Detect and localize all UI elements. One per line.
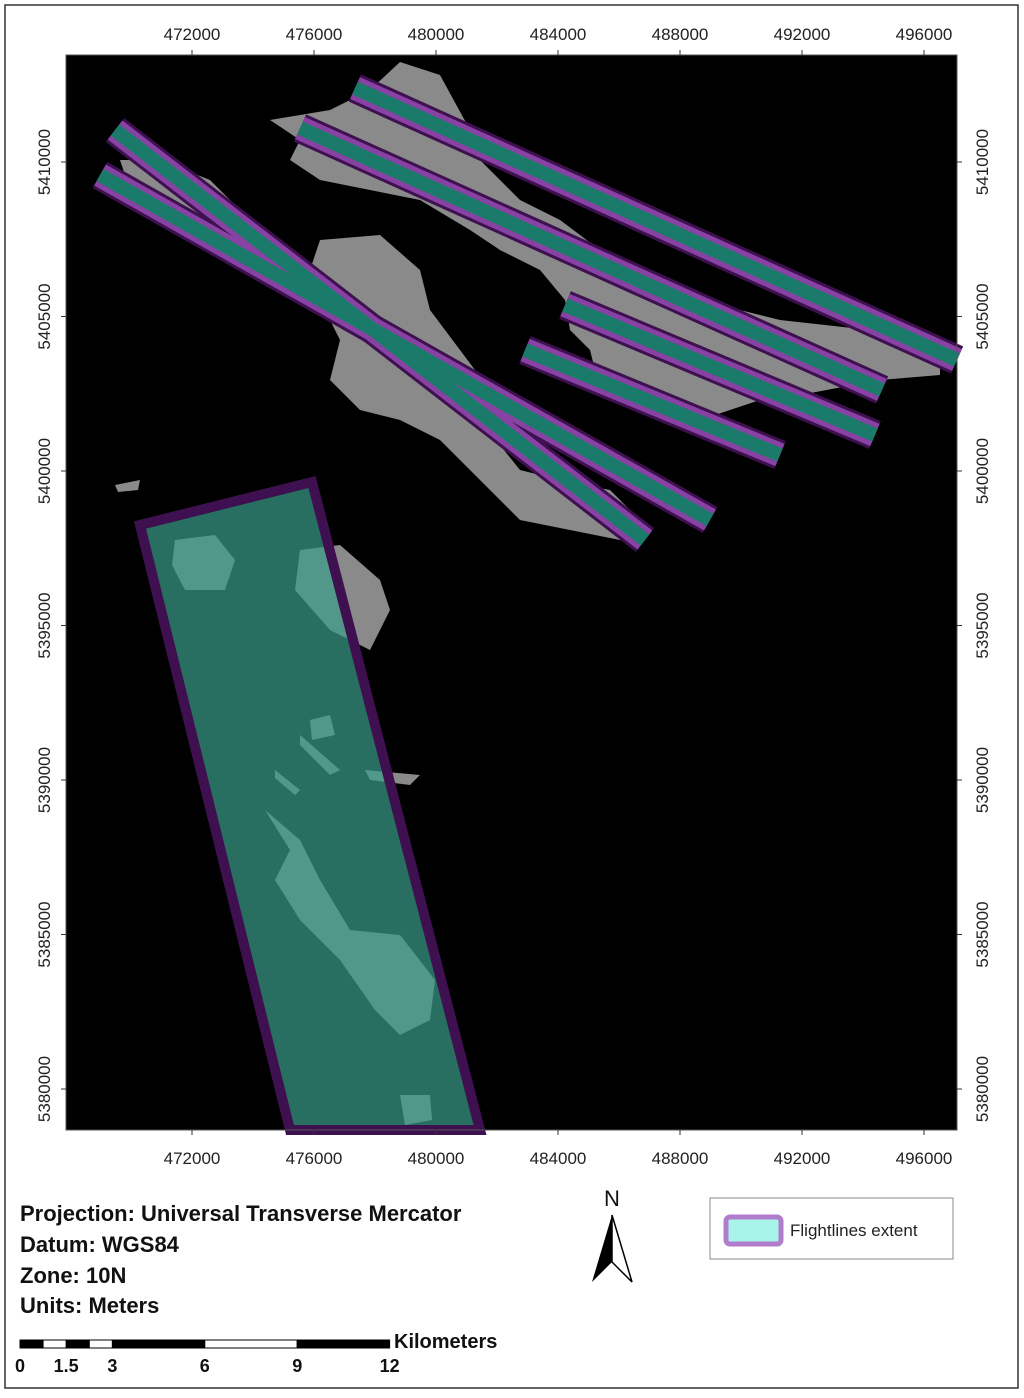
y-tick-label: 5405000 bbox=[35, 283, 54, 349]
scale-unit: Kilometers bbox=[394, 1331, 497, 1353]
y-tick-label: 5410000 bbox=[973, 129, 992, 195]
north-label: N bbox=[604, 1186, 620, 1211]
y-tick-label: 5390000 bbox=[973, 747, 992, 813]
scale-segment bbox=[88, 1339, 113, 1349]
datum: Datum: WGS84 bbox=[20, 1232, 180, 1257]
x-tick-label: 484000 bbox=[530, 25, 587, 44]
x-tick-label: 484000 bbox=[530, 1149, 587, 1168]
y-tick-label: 5400000 bbox=[973, 438, 992, 504]
x-tick-label: 480000 bbox=[408, 25, 465, 44]
y-tick-label: 5380000 bbox=[973, 1056, 992, 1122]
y-tick-label: 5405000 bbox=[973, 283, 992, 349]
x-tick-label: 496000 bbox=[896, 1149, 953, 1168]
map-frame-border bbox=[65, 54, 958, 1131]
y-tick-label: 5410000 bbox=[35, 129, 54, 195]
scale-label: 9 bbox=[292, 1356, 302, 1376]
legend-label: Flightlines extent bbox=[790, 1221, 918, 1240]
x-tick-label: 496000 bbox=[896, 25, 953, 44]
scale-segment bbox=[111, 1339, 206, 1349]
scale-segment bbox=[296, 1339, 391, 1349]
projection: Projection: Universal Transverse Mercato… bbox=[20, 1201, 462, 1226]
x-tick-label: 476000 bbox=[286, 1149, 343, 1168]
x-tick-label: 492000 bbox=[774, 25, 831, 44]
x-tick-label: 476000 bbox=[286, 25, 343, 44]
scale-label: 3 bbox=[107, 1356, 117, 1376]
x-tick-label: 472000 bbox=[164, 1149, 221, 1168]
y-tick-label: 5380000 bbox=[35, 1056, 54, 1122]
x-tick-label: 492000 bbox=[774, 1149, 831, 1168]
x-tick-label: 488000 bbox=[652, 25, 709, 44]
zone: Zone: 10N bbox=[20, 1263, 126, 1288]
scale-segment bbox=[204, 1339, 298, 1349]
y-tick-label: 5395000 bbox=[973, 592, 992, 658]
scale-segment bbox=[42, 1339, 67, 1349]
units: Units: Meters bbox=[20, 1293, 159, 1318]
scale-label: 12 bbox=[380, 1356, 400, 1376]
scale-label: 1.5 bbox=[54, 1356, 79, 1376]
scale-label: 0 bbox=[15, 1356, 25, 1376]
scale-label: 6 bbox=[200, 1356, 210, 1376]
north-arrow bbox=[592, 1214, 633, 1283]
flightlines bbox=[92, 74, 964, 1135]
y-tick-label: 5385000 bbox=[35, 901, 54, 967]
scale-segment bbox=[65, 1339, 90, 1349]
x-tick-label: 488000 bbox=[652, 1149, 709, 1168]
x-tick-label: 480000 bbox=[408, 1149, 465, 1168]
y-tick-label: 5390000 bbox=[35, 747, 54, 813]
y-tick-label: 5385000 bbox=[973, 901, 992, 967]
legend-swatch bbox=[723, 1214, 784, 1247]
y-tick-label: 5395000 bbox=[35, 592, 54, 658]
x-tick-label: 472000 bbox=[164, 25, 221, 44]
scale-segment bbox=[19, 1339, 44, 1349]
y-tick-label: 5400000 bbox=[35, 438, 54, 504]
